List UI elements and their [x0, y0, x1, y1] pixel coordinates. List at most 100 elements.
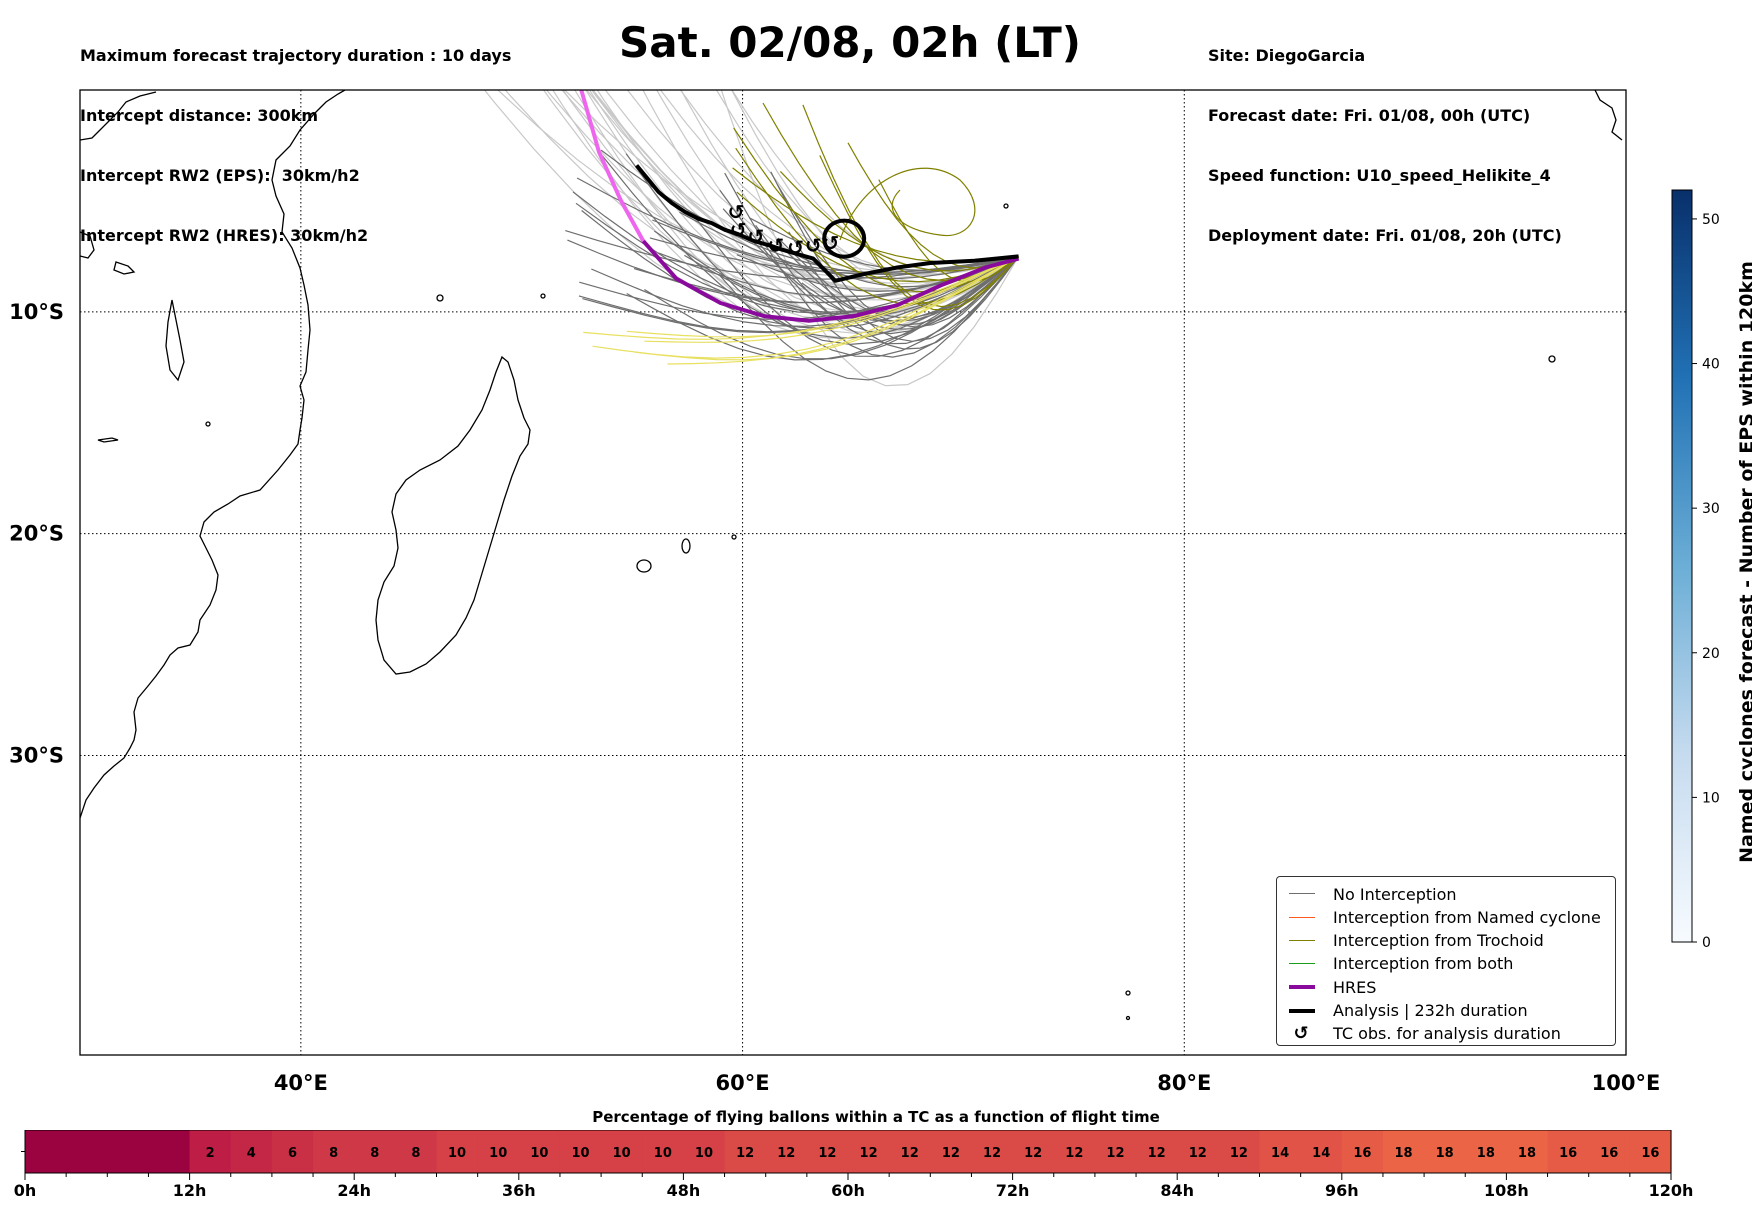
legend-label: Interception from both [1333, 954, 1514, 974]
madagascar-coastline [375, 355, 531, 675]
ensemble-track [504, 90, 1019, 300]
bar-segment-label: 8 [370, 1146, 379, 1161]
tc-obs-icon: ↺ [1293, 1022, 1309, 1044]
africa-coastline [80, 90, 346, 819]
ensemble-track [680, 90, 1019, 312]
legend-item: Interception from both [1277, 953, 1513, 975]
bar-segment [354, 1130, 396, 1173]
bar-segment [724, 1130, 767, 1173]
bar-segment [107, 1130, 150, 1173]
bar-segment [1218, 1130, 1261, 1173]
bar-tick-label: 48h [667, 1181, 701, 1200]
ensemble-track [634, 255, 1019, 361]
tc-obs-marker: ↺ [747, 224, 764, 248]
ensemble-tracks [483, 90, 1020, 387]
comoros-islands [165, 299, 185, 382]
bar-tick-label: 84h [1160, 1181, 1194, 1200]
legend-line-swatch [1281, 953, 1321, 975]
bar-ticks: 0h 12h 24h 36h 48h 60h 72h 84h 96h 108h 120h [14, 1151, 1694, 1200]
bar-segment [436, 1130, 479, 1173]
chagos-island [1003, 203, 1009, 209]
legend-line-swatch [1281, 1000, 1321, 1022]
bar-segment [189, 1130, 232, 1173]
bar-segment-label: 10 [571, 1146, 589, 1161]
rodrigues-island [1548, 355, 1556, 363]
hres-line-main [641, 239, 1020, 323]
bar-tick-label: 0h [14, 1181, 37, 1200]
colorbar-tick-label: 10 [1702, 790, 1720, 806]
legend-line-swatch [1281, 930, 1321, 952]
ensemble-track [561, 90, 1019, 290]
bar-segment [848, 1130, 890, 1173]
map-title: Sat. 02/08, 02h (LT) [619, 18, 1081, 67]
legend-line-swatch [1281, 883, 1321, 905]
legend-label: Interception from Named cyclone [1333, 907, 1601, 927]
tc-obs-marker: ↺ [823, 231, 840, 255]
intercept-hres-text: Intercept RW2 (HRES): 30km/h2 [80, 226, 369, 245]
arabia-coastline [80, 91, 157, 141]
legend-line [1289, 893, 1315, 895]
colorbar-tick-label: 0 [1702, 935, 1711, 951]
bar-segment-label: 12 [1230, 1146, 1248, 1161]
ensemble-track [802, 104, 1020, 308]
bar-segment [1053, 1130, 1096, 1173]
bar-tick-label: 24h [337, 1181, 371, 1200]
intercept-distance-text: Intercept distance: 300km [80, 106, 319, 125]
latitude-labels: 10°S 20°S 30°S [9, 300, 64, 768]
colorbar-tick-label: 30 [1702, 501, 1720, 517]
lat-tick-label: 30°S [9, 744, 64, 768]
bar-segment [601, 1130, 643, 1173]
bar-segment-label: 12 [818, 1146, 836, 1161]
ensemble-track [779, 170, 1019, 272]
legend-line [1289, 939, 1315, 941]
ensemble-track [839, 167, 976, 241]
bar-segment-label: 16 [1641, 1146, 1659, 1161]
tc-obs-marker: ↺ [787, 236, 804, 260]
bar-segment [971, 1130, 1014, 1173]
bar-segment-label: 16 [1600, 1146, 1618, 1161]
analysis-line [635, 164, 1019, 283]
analysis-track [635, 164, 1019, 283]
legend-line [1289, 1008, 1315, 1013]
cyclone-colorbar: 0 10 20 30 40 50 [1671, 189, 1720, 951]
analysis-loop [822, 218, 867, 259]
lon-tick-label: 60°E [716, 1071, 770, 1095]
bar-segment [1547, 1130, 1590, 1173]
bar-segment-label: 18 [1518, 1146, 1536, 1161]
bar-segment [313, 1130, 355, 1173]
sri-lanka-edge [1594, 90, 1623, 141]
legend-label: No Interception [1333, 884, 1457, 904]
bar-segment [25, 1130, 67, 1173]
zanzibar-island [97, 437, 119, 443]
bar-segment [683, 1130, 726, 1173]
colorbar-tick-label: 50 [1702, 212, 1720, 228]
bar-segment-label: 16 [1353, 1146, 1371, 1161]
coastlines [80, 90, 1623, 1021]
stpaul-island [1125, 1015, 1131, 1021]
tc-obs-marker: ↺ [805, 233, 822, 257]
bar-tick-label: 108h [1484, 1181, 1529, 1200]
bar-segment [1588, 1130, 1631, 1173]
ensemble-track [755, 224, 1020, 345]
legend-item: Interception from Named cyclone [1277, 906, 1601, 928]
colorbar-label: Named cyclones forecast - Number of EPS … [1736, 261, 1752, 863]
bar-segment-label: 12 [1106, 1146, 1124, 1161]
trajectory-map: ↺↺ ↺ ↺ ↺ ↺ ↺ 40°E 60°E 80°E 100°E 10°S20°S30°S 0… [9, 89, 1720, 1095]
reunion-island [681, 538, 691, 554]
bar-segment-label: 12 [1148, 1146, 1166, 1161]
bar-segment-label: 12 [860, 1146, 878, 1161]
bar-segment [66, 1130, 108, 1173]
map-gridlines [80, 90, 1626, 1055]
bar-segment-label: 18 [1436, 1146, 1454, 1161]
legend-line [1289, 985, 1315, 990]
ensemble-track [626, 255, 1019, 338]
bar-segment-label: 12 [942, 1146, 960, 1161]
bar-segment-label: 8 [329, 1146, 338, 1161]
mayotte-island [205, 421, 211, 427]
bar-segment [395, 1130, 438, 1173]
bar-segments: 2 4 6 8 8 8 10 10 10 10 10 10 10 12 12 12 12 12 12 12 12 12 12… [24, 1130, 1672, 1174]
legend-item: HRES [1277, 976, 1376, 998]
ensemble-track [735, 147, 1019, 305]
hres-line-late [579, 90, 645, 242]
bar-tick-label: 120h [1649, 1181, 1694, 1200]
